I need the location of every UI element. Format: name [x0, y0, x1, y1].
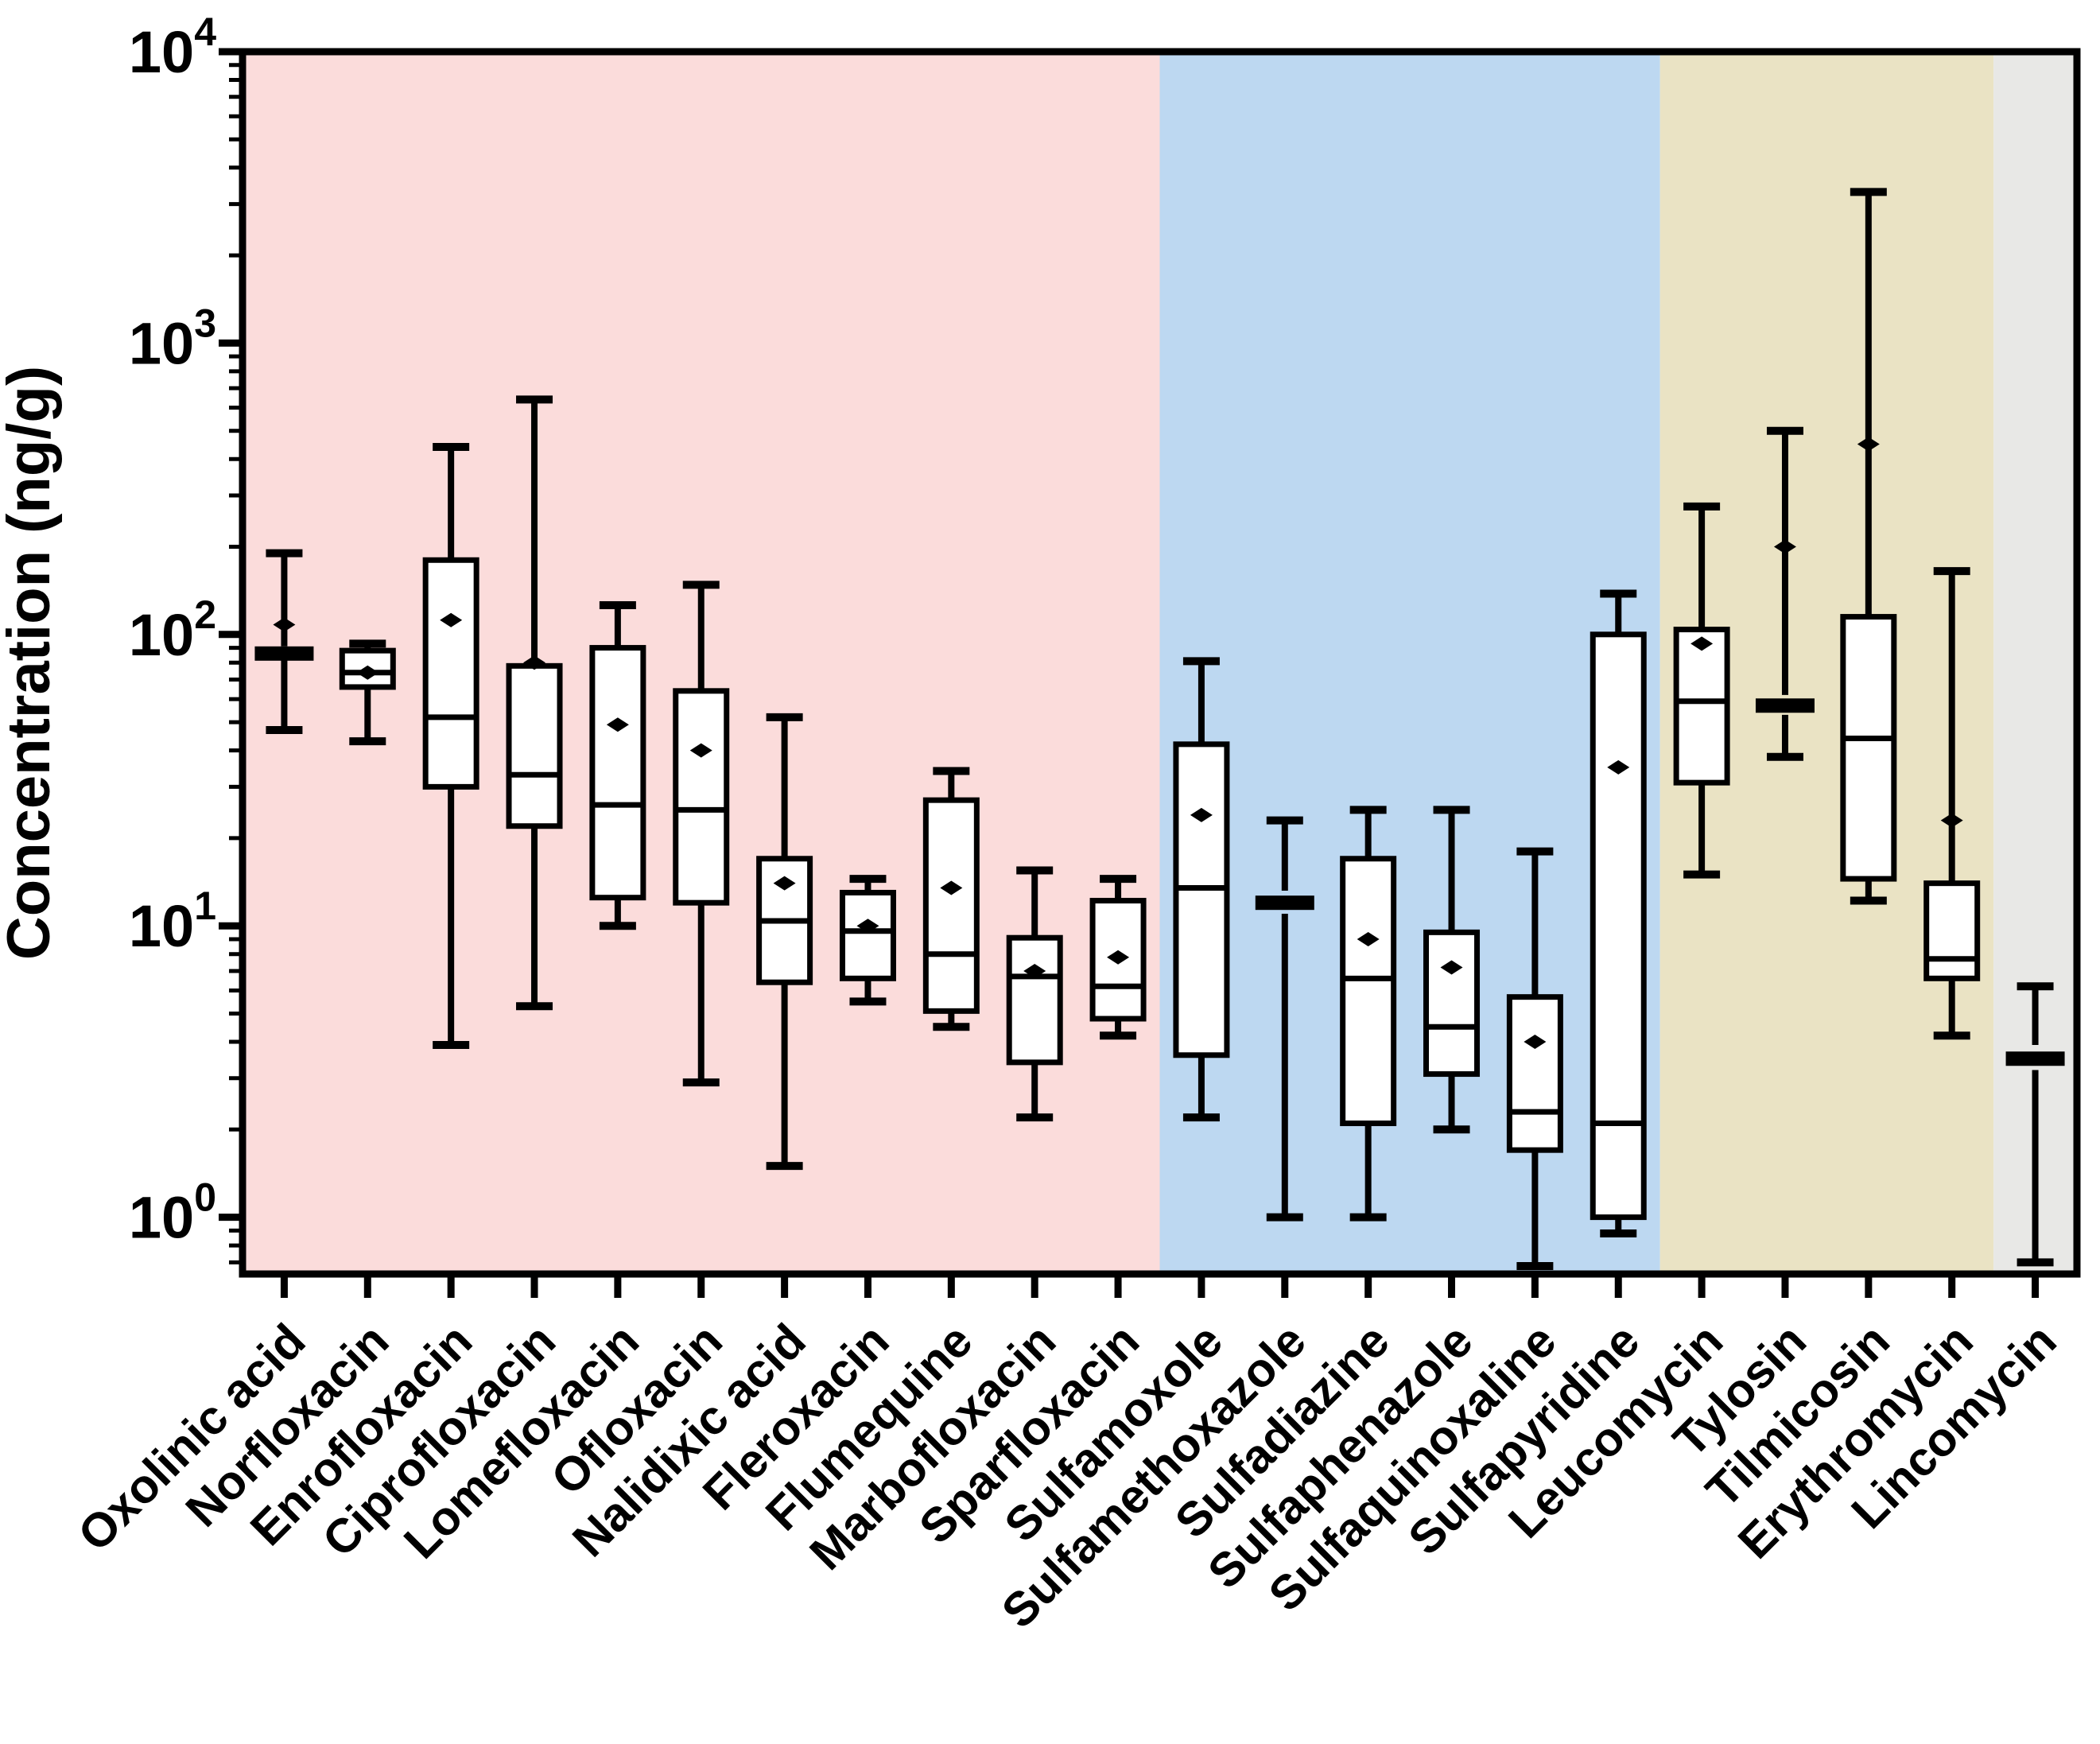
plot-frame [239, 48, 2081, 1278]
box-sulfamoxole [1173, 657, 1230, 1122]
y-tick-label: 101 [129, 884, 216, 959]
box-flumequine [922, 767, 980, 1031]
box-leucomycin [1673, 502, 1730, 879]
box-sparfloxacin [1089, 875, 1147, 1040]
y-tick-label: 102 [129, 592, 216, 668]
box-lomefloxacin [589, 601, 646, 930]
box-norfloxacin [339, 639, 396, 746]
box-lincomycin [2005, 982, 2065, 1267]
box-sulfaphenazole [1423, 806, 1481, 1134]
box-tylosin [1755, 426, 1815, 761]
collapsed-box-bar [254, 646, 314, 661]
mean-marker [606, 717, 629, 732]
iqr-box [506, 662, 563, 829]
collapsed-box-bar [1755, 698, 1815, 713]
mean-marker [773, 876, 796, 891]
y-tick-label: 104 [129, 10, 216, 85]
mean-marker [1107, 950, 1130, 965]
box-oxolinic-acid [254, 549, 314, 734]
mean-marker [1357, 931, 1380, 946]
mean-marker [1607, 759, 1630, 775]
iqr-box [1173, 741, 1230, 1058]
y-axis-title: Concentration (ng/g) [0, 366, 63, 960]
mean-marker [273, 617, 296, 632]
box-nalidixic-acid [756, 713, 813, 1171]
iqr-box [422, 557, 479, 790]
iqr-box [1590, 631, 1647, 1221]
mean-marker [856, 919, 879, 934]
mean-marker [1857, 437, 1880, 452]
iqr-box [1923, 880, 1981, 981]
iqr-box [1840, 614, 1897, 882]
iqr-box [589, 645, 646, 901]
iqr-box [1673, 627, 1730, 786]
y-tick-label: 100 [129, 1175, 216, 1251]
iqr-box [922, 797, 980, 1014]
box-tilmicosin [1840, 188, 1897, 905]
group-band-sulfonamides [1159, 52, 1660, 1274]
mean-marker [1940, 813, 1963, 828]
mean-marker [689, 743, 712, 758]
mean-marker [1773, 539, 1796, 554]
collapsed-box-bar [2005, 1051, 2065, 1066]
box-sulfaquinoxaline [1506, 847, 1563, 1270]
mean-marker [1440, 960, 1463, 975]
box-marbofloxacin [1006, 866, 1063, 1122]
box-sulfapyridine [1590, 589, 1647, 1237]
iqr-box [1006, 934, 1063, 1066]
mean-marker [440, 612, 463, 627]
box-ofloxacin [673, 581, 730, 1087]
mean-marker [1690, 636, 1714, 651]
y-tick-label: 103 [129, 301, 216, 376]
mean-marker [356, 665, 379, 680]
mean-marker [940, 880, 963, 895]
mean-marker [1524, 1035, 1547, 1050]
mean-marker [1023, 963, 1046, 978]
iqr-box [1340, 856, 1397, 1127]
mean-marker [1190, 807, 1213, 822]
box-sulfadiazine [1340, 806, 1397, 1222]
box-sulfamethoxazole [1255, 816, 1314, 1222]
iqr-box [1423, 929, 1481, 1078]
box-fleroxacin [839, 875, 896, 1006]
mean-marker [523, 655, 546, 670]
iqr-box [1506, 994, 1563, 1153]
collapsed-box-bar [1255, 895, 1314, 911]
box-ciprofloxacin [506, 395, 563, 1011]
box-enrofloxacin [422, 443, 479, 1050]
box-erythromycin [1923, 567, 1981, 1040]
iqr-box [673, 688, 730, 906]
iqr-box [839, 889, 896, 981]
